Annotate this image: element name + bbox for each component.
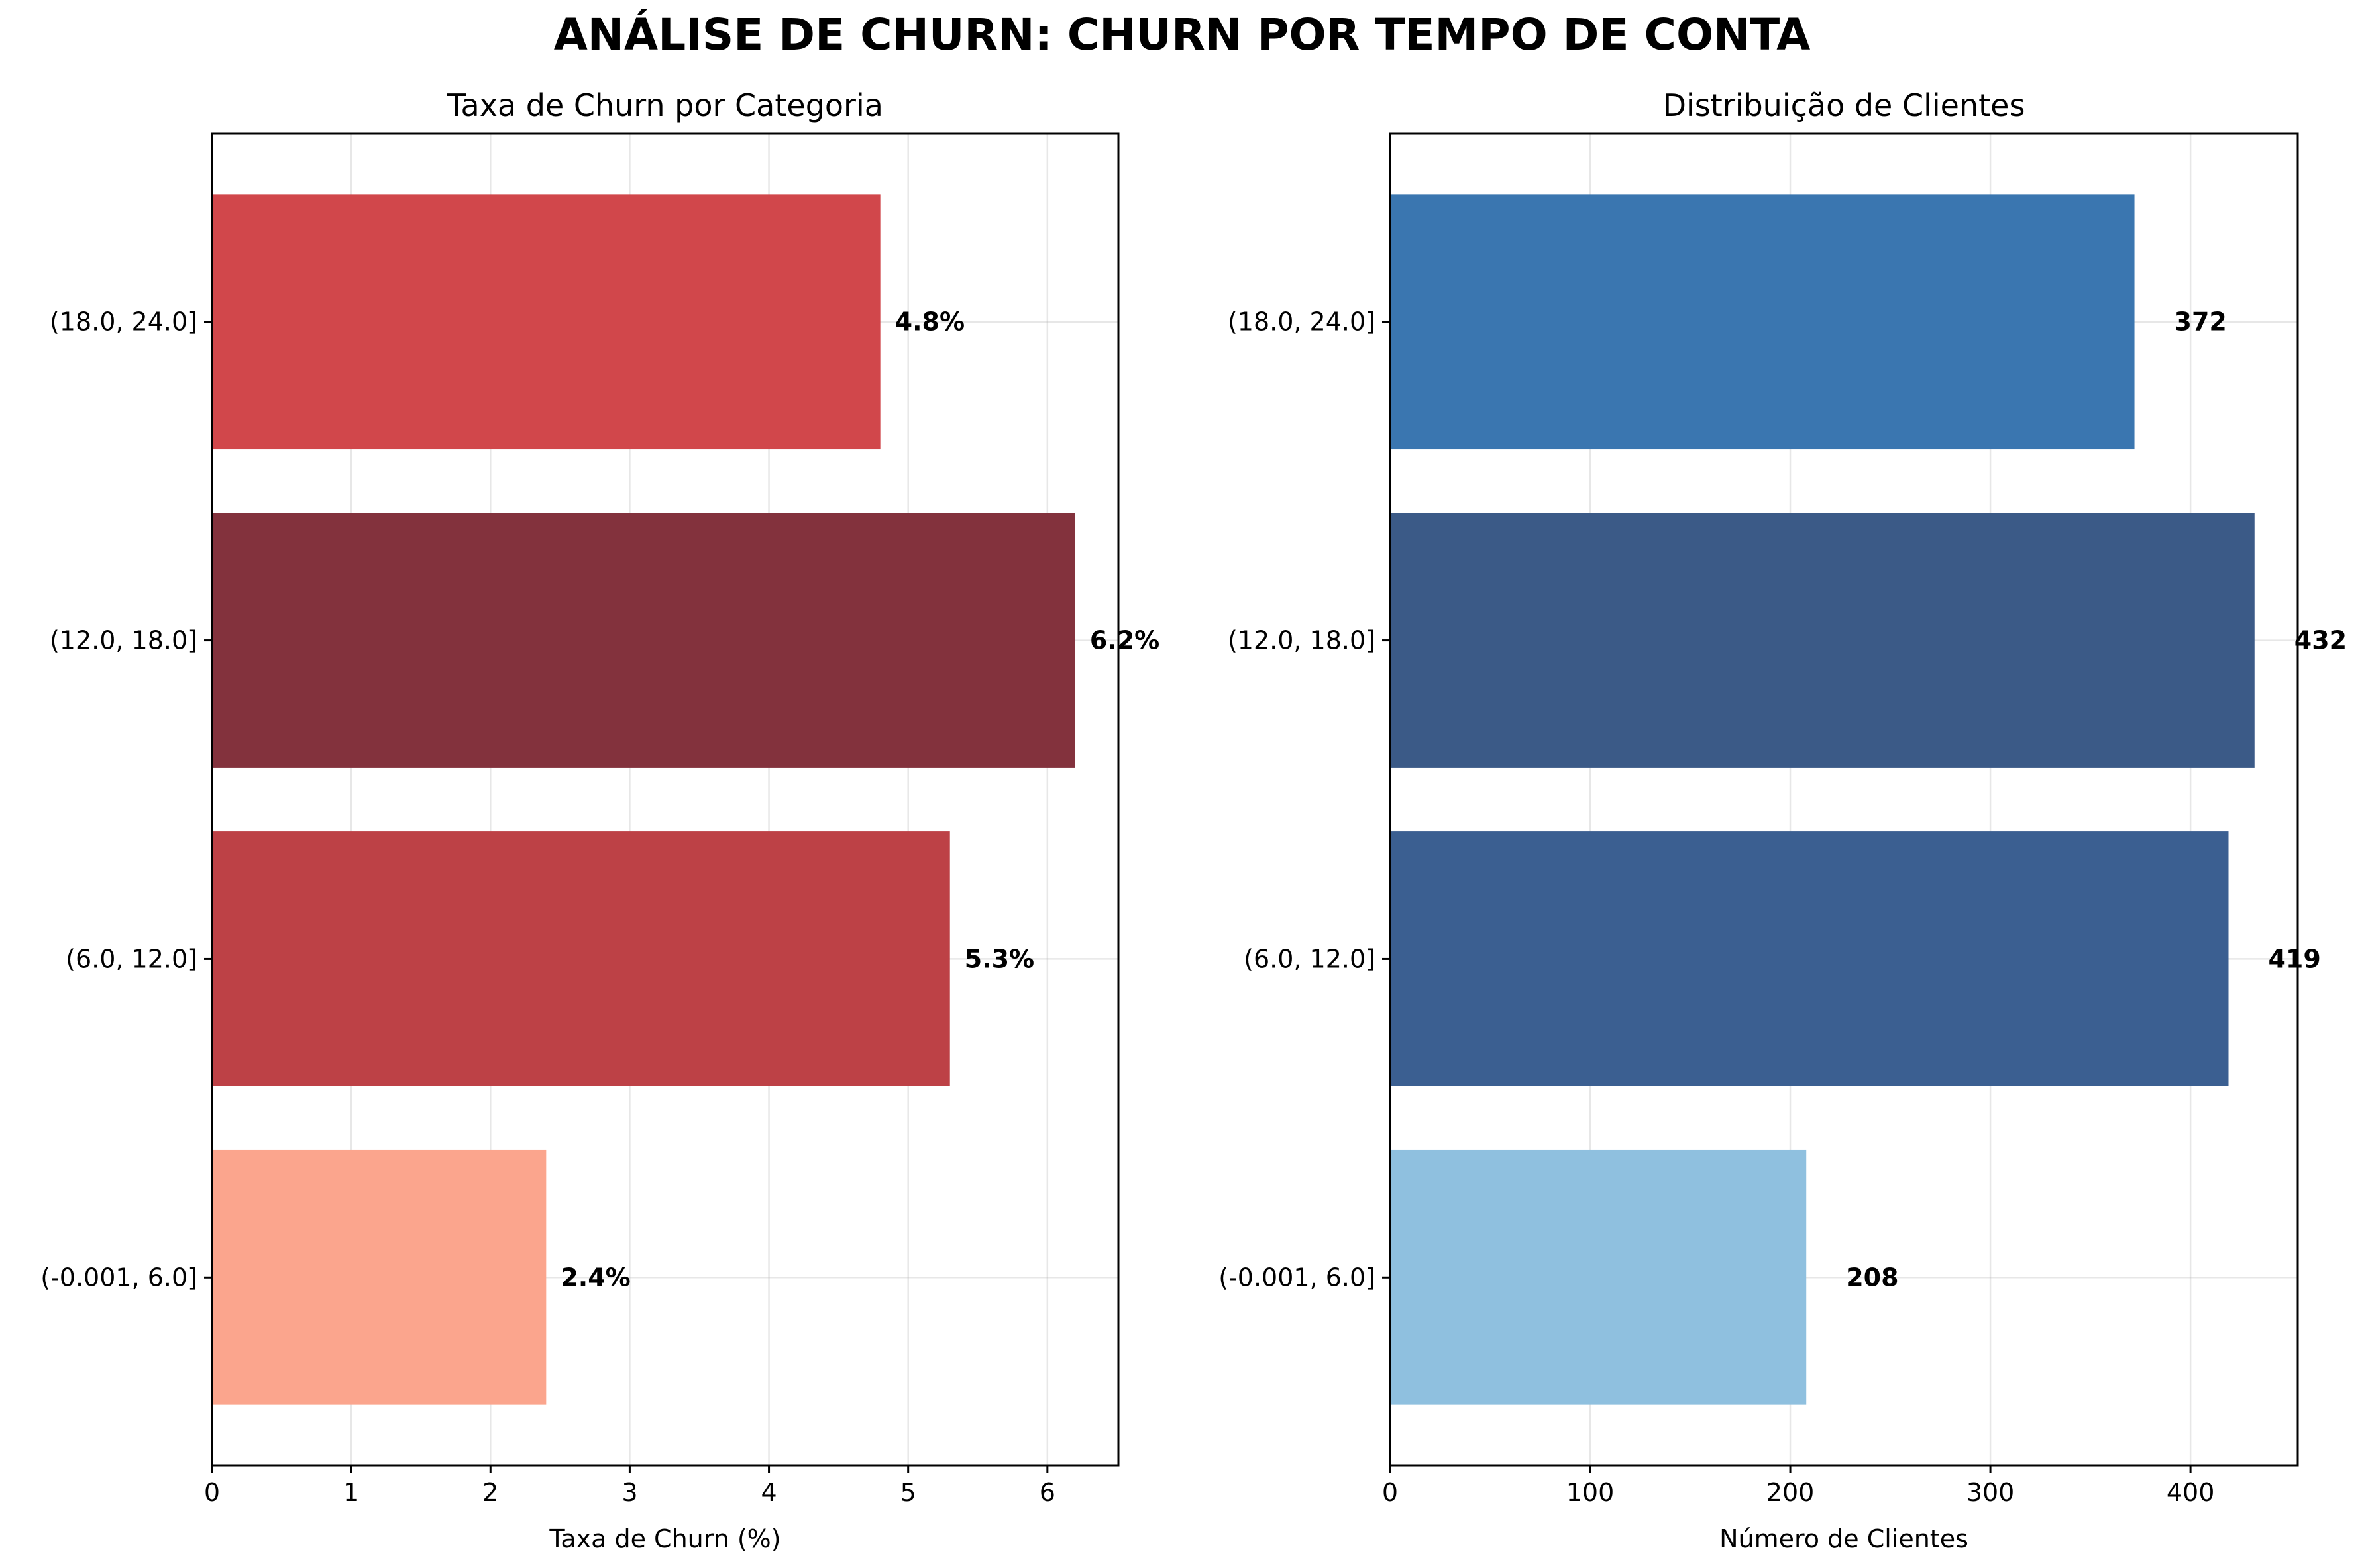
churn-rate-data-label-0-001-6-0: 2.4%	[561, 1263, 630, 1292]
churn-rate-y-tick-label-6-0-12-0: (6.0, 12.0]	[66, 944, 197, 973]
churn-rate-plot-frame	[211, 132, 1120, 1467]
churn-rate-bar-12-0-18-0	[212, 513, 1075, 768]
customer-distribution-x-tick-label: 200	[1766, 1478, 1815, 1507]
churn-rate-x-axis-label: Taxa de Churn (%)	[549, 1524, 780, 1553]
customer-distribution-bar-12-0-18-0	[1390, 513, 2255, 768]
churn-rate-y-tick-label-18-0-24-0: (18.0, 24.0]	[50, 307, 197, 337]
churn-rate-ticks: 0 1 2 3 4 5 6 (-0.001, 6.0] (6.0, 12.0] (12.0, 18…	[40, 307, 1055, 1507]
customer-distribution-bar-6-0-12-0	[1390, 831, 2229, 1086]
churn-rate-x-tick-label: 5	[900, 1478, 916, 1507]
customer-distribution-x-tick-label: 400	[2167, 1478, 2215, 1507]
churn-rate-x-tick-label: 6	[1040, 1478, 1055, 1507]
customer-distribution-data-label-12-0-18-0: 432	[2294, 626, 2347, 655]
churn-rate-bar-6-0-12-0	[212, 831, 950, 1086]
customer-distribution-x-axis-label: Número de Clientes	[1719, 1524, 1968, 1553]
churn-rate-data-label-12-0-18-0: 6.2%	[1090, 626, 1159, 655]
churn-rate-data-label-6-0-12-0: 5.3%	[965, 944, 1034, 973]
customer-distribution-panel: Distribuição de Clientes 0 100 200 300 400 (-…	[1218, 87, 2347, 1553]
customer-distribution-chart-title: Distribuição de Clientes	[1663, 87, 2025, 123]
churn-rate-panel: Taxa de Churn por Categoria 0 1 2 3 4 5 6 (-0.0…	[40, 87, 1159, 1553]
customer-distribution-y-tick-label-18-0-24-0: (18.0, 24.0]	[1228, 307, 1375, 337]
customer-distribution-data-label-18-0-24-0: 372	[2175, 307, 2227, 337]
customer-distribution-y-tick-label-12-0-18-0: (12.0, 18.0]	[1228, 626, 1375, 655]
customer-distribution-plot-frame	[1389, 132, 2299, 1467]
churn-rate-x-tick-label: 3	[621, 1478, 637, 1507]
customer-distribution-bar-0-001-6-0	[1390, 1149, 1807, 1405]
customer-distribution-bar-18-0-24-0	[1390, 194, 2135, 450]
churn-rate-x-tick-label: 0	[204, 1478, 220, 1507]
customer-distribution-y-tick-label-6-0-12-0: (6.0, 12.0]	[1244, 944, 1375, 973]
churn-rate-data-label-18-0-24-0: 4.8%	[895, 307, 965, 337]
customer-distribution-x-tick-label: 100	[1566, 1478, 1615, 1507]
churn-rate-chart-title: Taxa de Churn por Categoria	[447, 87, 883, 123]
churn-rate-y-tick-label-12-0-18-0: (12.0, 18.0]	[50, 626, 197, 655]
figure-title: ANÁLISE DE CHURN: CHURN POR TEMPO DE CON…	[554, 9, 1811, 60]
customer-distribution-x-tick-label: 300	[1966, 1478, 2015, 1507]
churn-rate-x-tick-label: 2	[482, 1478, 498, 1507]
customer-distribution-data-label-6-0-12-0: 419	[2268, 944, 2320, 973]
customer-distribution-y-tick-label-0-001-6-0: (-0.001, 6.0]	[1218, 1263, 1375, 1292]
churn-rate-bars	[212, 194, 1075, 1405]
customer-distribution-data-label-0-001-6-0: 208	[1846, 1263, 1898, 1292]
churn-rate-x-tick-label: 4	[761, 1478, 777, 1507]
customer-distribution-ticks: 0 100 200 300 400 (-0.001, 6.0] (6.0, 12.0] (12…	[1218, 307, 2214, 1507]
customer-distribution-bars	[1390, 194, 2255, 1405]
churn-rate-data-labels: 2.4% 5.3% 6.2% 4.8%	[561, 307, 1159, 1292]
customer-distribution-x-tick-label: 0	[1382, 1478, 1398, 1507]
churn-rate-x-tick-label: 1	[343, 1478, 359, 1507]
churn-rate-y-tick-label-0-001-6-0: (-0.001, 6.0]	[40, 1263, 197, 1292]
churn-rate-bar-18-0-24-0	[212, 194, 881, 450]
churn-rate-bar-0-001-6-0	[212, 1149, 547, 1405]
customer-distribution-data-labels: 208 419 432 372	[1846, 307, 2347, 1292]
